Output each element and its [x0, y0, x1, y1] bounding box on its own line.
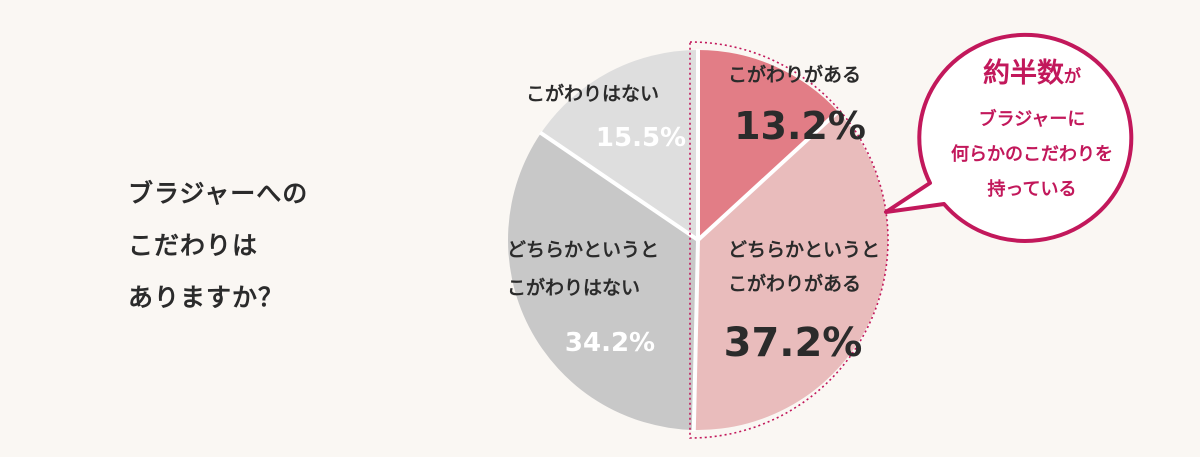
callout-speech-bubble: [884, 32, 1134, 243]
slice-labels: こがわりがある13.2%どちらかというとこがわりがある37.2%どちらかというと…: [507, 63, 880, 366]
callout-line-2: 何らかのこだわりを: [951, 143, 1113, 165]
pie-slice-1: [698, 50, 839, 240]
slice-divider-3: [691, 239, 700, 431]
slice-label-2-line-2: こがわりがある: [728, 272, 861, 295]
slice-label-2-line-1: どちらかというと: [728, 239, 880, 261]
pie-slices: [508, 49, 889, 431]
callout-line-1: ブラジャーに: [979, 108, 1086, 130]
callout-emphasis: 約半数: [983, 57, 1065, 89]
question-line-2: こだわりは: [128, 231, 259, 260]
slice-label-3-line-1: どちらかというと: [507, 239, 659, 261]
callout-emphasis-suffix: が: [1064, 66, 1081, 87]
question-line-1: ブラジャーへの: [128, 179, 309, 208]
pie-slice-3: [508, 133, 698, 430]
slice-value-2: 37.2%: [724, 320, 863, 366]
slice-value-3: 34.2%: [565, 328, 655, 358]
pie-dividers: [539, 49, 841, 431]
slice-label-1-line-1: こがわりがある: [728, 63, 861, 86]
pie-slice-2: [693, 111, 889, 431]
callout-line-3: 持っている: [987, 178, 1076, 200]
slice-divider-4: [539, 130, 700, 242]
pie-slice-4: [540, 49, 698, 240]
question-line-3: ありますか？: [128, 283, 285, 312]
slice-divider-2: [696, 109, 841, 242]
survey-question: ブラジャーへの こだわりは ありますか？: [128, 168, 368, 324]
slice-label-3-line-2: こがわりはない: [507, 276, 640, 299]
slice-value-1: 13.2%: [734, 104, 866, 148]
callout-title: 約半数が: [983, 57, 1081, 89]
highlight-dotted-outline: [689, 41, 889, 439]
slice-label-4-line-1: こがわりはない: [526, 82, 659, 105]
callout-bubble: 約半数が ブラジャーに 何らかのこだわりを 持っている: [884, 32, 1134, 243]
slice-value-4: 15.5%: [596, 123, 686, 153]
